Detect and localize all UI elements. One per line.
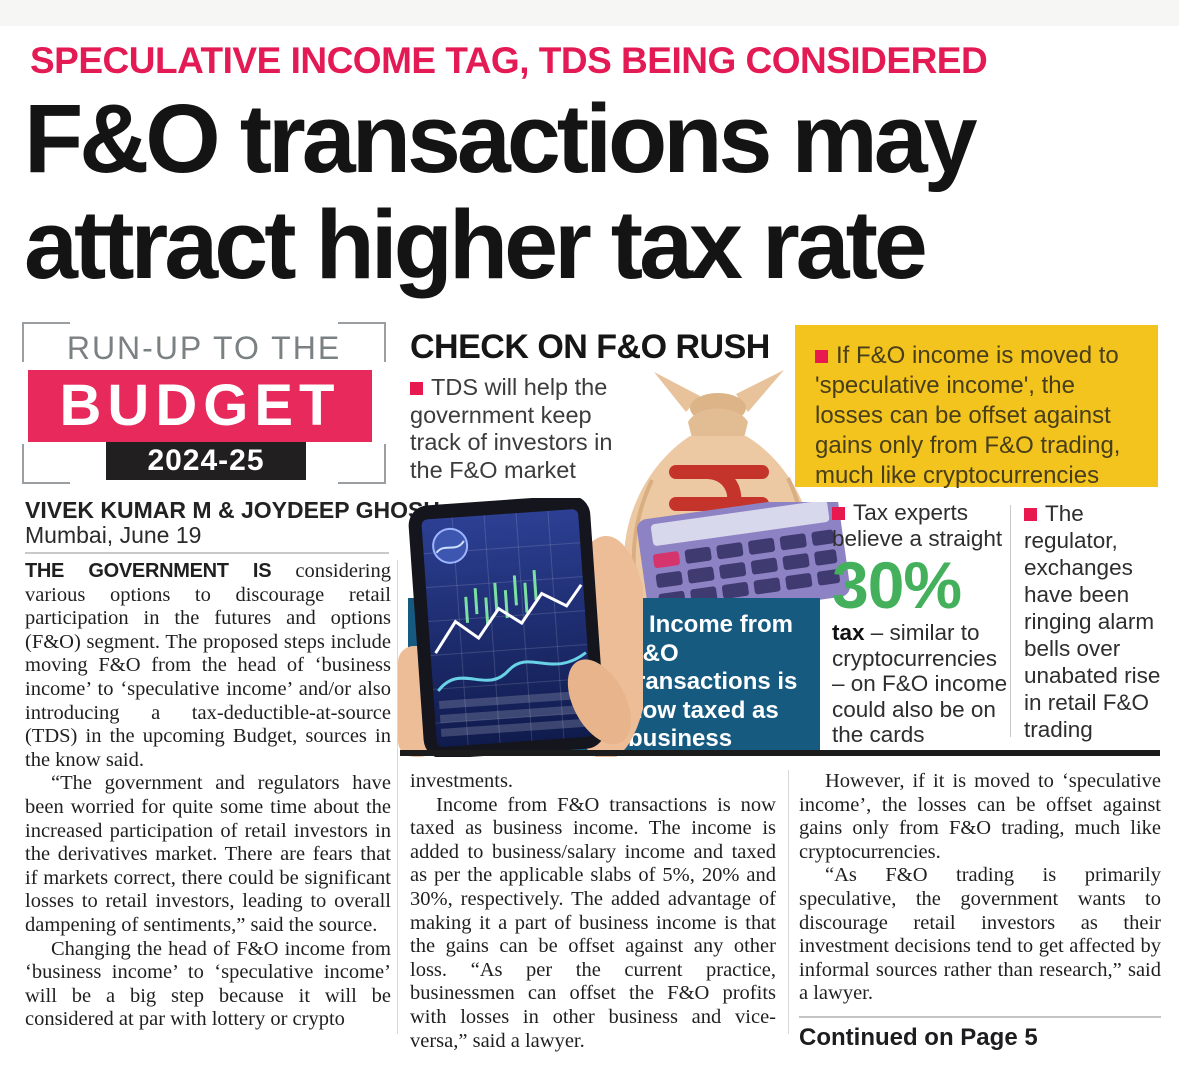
- kicker: SPECULATIVE INCOME TAG, TDS BEING CONSID…: [30, 40, 988, 81]
- paragraph: investments.: [410, 770, 514, 792]
- infographic-yellow-note: If F&O income is moved to 'speculative i…: [795, 325, 1158, 489]
- corner-bracket-icon: [338, 322, 386, 362]
- infographic-tax-note: Tax experts believe a straight 30% tax –…: [832, 500, 1010, 748]
- budget-logo-bar: BUDGET: [28, 370, 372, 442]
- paragraph: However, if it is moved to ‘speculative …: [799, 770, 1161, 863]
- continued-rule: [799, 1015, 1161, 1018]
- lead-in: THE GOVERNMENT IS: [25, 560, 272, 582]
- article-column-3: However, if it is moved to ‘speculative …: [799, 770, 1161, 1050]
- paragraph: “The government and regulators have been…: [25, 772, 391, 936]
- paragraph: THE GOVERNMENT IS considering various op…: [25, 560, 391, 772]
- page-top-margin: [0, 0, 1179, 26]
- tax-word: tax: [832, 620, 865, 645]
- infographic-bottom-rule: [400, 750, 1160, 756]
- byline-rule: [25, 552, 389, 554]
- infographic-title: CHECK ON F&O RUSH: [410, 328, 770, 366]
- budget-logo: RUN-UP TO THE BUDGET 2024-25: [20, 322, 388, 494]
- bullet-square-icon: [1024, 508, 1037, 521]
- bullet-square-icon: [815, 350, 828, 363]
- tax-note-intro: Tax experts believe a straight: [832, 500, 1010, 551]
- column-rule: [788, 770, 789, 1034]
- paragraph: “As F&O trading is primarily speculative…: [799, 864, 1161, 1005]
- note-text: If F&O income is moved to 'speculative i…: [815, 342, 1121, 489]
- headline-line2: attract higher tax rate: [24, 190, 928, 299]
- note-text: – similar to cryptocurrencies – on F&O i…: [832, 620, 1008, 747]
- bullet-square-icon: [410, 382, 423, 395]
- note-text: TDS will help the government keep track …: [410, 374, 613, 483]
- budget-logo-runup: RUN-UP TO THE: [66, 330, 342, 366]
- infographic-tds-note: TDS will help the government keep track …: [410, 374, 625, 484]
- byline-authors: VIVEK KUMAR M & JOYDEEP GHOSH: [25, 497, 440, 523]
- article-column-1: THE GOVERNMENT IS considering various op…: [25, 560, 391, 1032]
- tax-note-detail: tax – similar to cryptocurrencies – on F…: [832, 620, 1010, 748]
- budget-logo-year: 2024-25: [106, 442, 306, 480]
- headline: F&O transactions may attract higher tax …: [24, 84, 978, 299]
- paragraph: Income from F&O transactions is now taxe…: [410, 793, 776, 1052]
- tax-rate-value: 30%: [832, 548, 962, 622]
- byline-dateline: Mumbai, June 19: [25, 522, 202, 548]
- calculator-illustration: [637, 502, 850, 614]
- infographic-divider: [1010, 505, 1011, 737]
- corner-bracket-icon: [338, 444, 386, 484]
- paragraph: Changing the head of F&O income from ‘bu…: [25, 937, 391, 1031]
- phone-in-hand-illustration: [398, 498, 643, 757]
- paragraph-text: considering various options to discourag…: [25, 560, 391, 771]
- continued-on-page: Continued on Page 5: [799, 1023, 1038, 1051]
- corner-bracket-icon: [22, 444, 70, 484]
- article-column-2: investments. Income from F&O transaction…: [410, 770, 776, 1053]
- note-text: Tax experts believe a straight: [832, 500, 1003, 551]
- column-rule: [397, 560, 398, 1034]
- bullet-square-icon: [832, 507, 845, 520]
- headline-line1: F&O transactions may: [24, 84, 978, 193]
- corner-bracket-icon: [22, 322, 70, 362]
- note-text: The regulator, exchanges have been ringi…: [1024, 501, 1161, 742]
- infographic-regulator-note: The regulator, exchanges have been ringi…: [1024, 500, 1162, 743]
- budget-logo-title: BUDGET: [59, 373, 341, 438]
